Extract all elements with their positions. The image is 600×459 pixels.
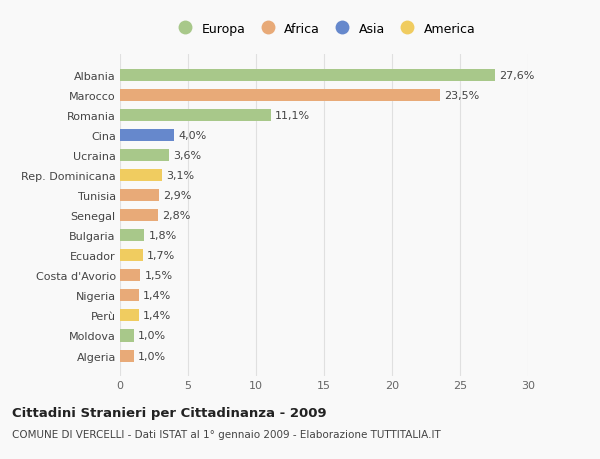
Bar (120, 290, 139, 302)
Bar (120, 250, 143, 262)
Text: 23,5%: 23,5% (443, 91, 479, 101)
Bar (120, 310, 139, 322)
Text: 4,0%: 4,0% (178, 131, 207, 141)
Bar (120, 110, 271, 122)
Text: 11,1%: 11,1% (275, 111, 310, 121)
Bar (120, 130, 175, 142)
Bar (120, 170, 162, 182)
Bar (120, 150, 169, 162)
Text: 3,1%: 3,1% (166, 171, 194, 181)
Text: 1,7%: 1,7% (147, 251, 175, 261)
Text: 1,4%: 1,4% (143, 291, 172, 301)
Text: 2,9%: 2,9% (164, 191, 192, 201)
Bar (120, 330, 134, 342)
Bar (120, 190, 160, 202)
Legend: Europa, Africa, Asia, America: Europa, Africa, Asia, America (173, 23, 475, 36)
Text: 2,8%: 2,8% (162, 211, 191, 221)
Text: 1,0%: 1,0% (137, 351, 166, 361)
Text: 1,8%: 1,8% (149, 231, 177, 241)
Text: Cittadini Stranieri per Cittadinanza - 2009: Cittadini Stranieri per Cittadinanza - 2… (12, 406, 326, 419)
Bar (120, 70, 496, 82)
Text: 27,6%: 27,6% (499, 71, 535, 81)
Text: 1,5%: 1,5% (145, 271, 173, 281)
Bar (120, 350, 134, 362)
Bar (120, 90, 440, 102)
Text: 1,0%: 1,0% (137, 331, 166, 341)
Bar (120, 230, 145, 242)
Text: 3,6%: 3,6% (173, 151, 201, 161)
Bar (120, 270, 140, 282)
Bar (120, 210, 158, 222)
Text: 1,4%: 1,4% (143, 311, 172, 321)
Text: COMUNE DI VERCELLI - Dati ISTAT al 1° gennaio 2009 - Elaborazione TUTTITALIA.IT: COMUNE DI VERCELLI - Dati ISTAT al 1° ge… (12, 429, 441, 439)
